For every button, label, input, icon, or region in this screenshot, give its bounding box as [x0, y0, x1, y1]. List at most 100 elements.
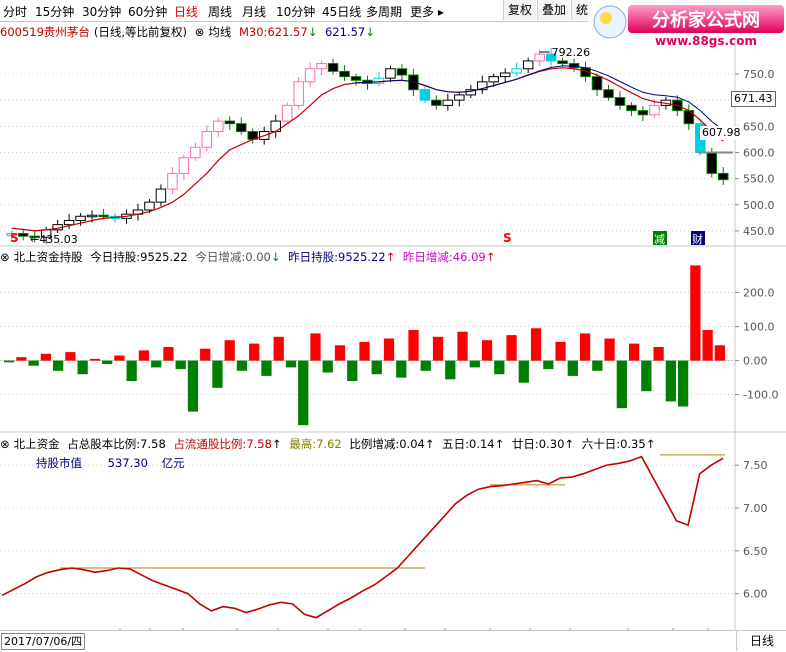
- price-tick-label: 650.0: [743, 120, 775, 133]
- ma-label: 均线: [208, 25, 232, 39]
- fuquan-button[interactable]: 复权: [503, 0, 537, 20]
- today-holding-value: 9525.22: [140, 250, 188, 264]
- holding-bar: [530, 328, 542, 361]
- logo-title: 分析家公式网: [652, 9, 760, 31]
- ratio-tick-label: 6.00: [743, 588, 768, 601]
- panel2-title: 北上资金持股: [13, 250, 83, 264]
- period-tab-5[interactable]: 周线: [208, 5, 233, 19]
- candle-body: [304, 68, 316, 83]
- stats-button[interactable]: 统: [571, 0, 593, 20]
- logo-url: www.88gs.com: [655, 34, 757, 48]
- candle-body: [419, 89, 431, 101]
- holding-bar: [457, 331, 468, 361]
- float-ratio-label: 占流通股比例:: [173, 437, 247, 451]
- period-tab-3[interactable]: 60分钟: [128, 5, 168, 19]
- candle-body: [86, 214, 98, 218]
- d20-value: 0.30: [538, 437, 565, 451]
- holding-bar: [420, 360, 431, 371]
- holding-tick-label: 0.00: [743, 355, 768, 368]
- d20-up-arrow-icon: ↑: [564, 437, 575, 451]
- candle-body: [522, 60, 534, 70]
- panel1-info: 600519贵州茅台 (日线,等比前复权) ⊗ 均线 M30:621.57↓ 621…: [0, 24, 379, 40]
- holding-bar: [126, 360, 137, 381]
- yesterday-up-arrow-icon: ↑: [385, 250, 396, 264]
- holding-bar: [628, 343, 640, 361]
- event-marker: 财: [692, 232, 703, 246]
- holding-bar: [690, 265, 701, 361]
- period-tab-10[interactable]: 更多 ▸: [410, 5, 444, 19]
- holding-bar: [383, 338, 395, 361]
- today-change-value: 0.00: [245, 250, 271, 264]
- holding-bar: [77, 360, 88, 375]
- holding-bar: [592, 360, 603, 371]
- event-marker: 减: [654, 233, 665, 246]
- ma-toggle-icon[interactable]: ⊗: [194, 25, 205, 39]
- ratio-tick-label: 6.50: [743, 545, 768, 558]
- period-tab-2[interactable]: 30分钟: [82, 5, 122, 19]
- candle-body: [511, 68, 522, 74]
- candle-body: [499, 72, 511, 78]
- yesterday-holding-value: 9525.22: [338, 250, 386, 264]
- signal-marker: S: [10, 231, 19, 245]
- period-tab-1[interactable]: 15分钟: [35, 5, 75, 19]
- candle-body: [17, 233, 29, 237]
- holding-bar: [310, 333, 321, 361]
- candle-body: [477, 81, 488, 91]
- ma-value: 621.57: [267, 25, 308, 39]
- holding-tick-label: -100.0: [743, 389, 778, 402]
- holding-bar: [334, 345, 346, 361]
- ma30-line: [11, 67, 724, 232]
- signal-marker: S: [503, 231, 512, 245]
- holding-bar: [273, 336, 284, 361]
- d60-up-arrow-icon: ↑: [645, 437, 656, 451]
- period-tab-8[interactable]: 45日线: [322, 5, 362, 19]
- holding-bar: [40, 353, 52, 361]
- holding-bar: [396, 360, 407, 378]
- high-value: 7.62: [316, 437, 342, 451]
- close-down-arrow-icon: ↓: [365, 25, 375, 39]
- event-marker-box: [653, 231, 667, 245]
- period-tab-6[interactable]: 月线: [242, 5, 267, 19]
- panel2-settings-icon[interactable]: ⊗: [0, 250, 10, 264]
- period-tab-0[interactable]: 分时: [3, 5, 28, 19]
- candle-body: [373, 77, 385, 84]
- price-tick-label: 600.0: [743, 146, 775, 159]
- overlay-button[interactable]: 叠加: [537, 0, 571, 20]
- candle-body: [327, 63, 339, 72]
- holding-bar: [445, 360, 456, 380]
- holding-bar: [555, 341, 566, 361]
- holding-bar: [322, 360, 333, 373]
- holding-bar: [102, 360, 113, 364]
- market-value-line: 持股市值 537.30 亿元: [36, 455, 189, 471]
- holding-bar: [604, 338, 615, 361]
- ma-name: M30:: [239, 25, 268, 39]
- period-tab-4[interactable]: 日线: [174, 5, 199, 19]
- candle-body: [339, 70, 350, 78]
- period-tab-9[interactable]: 多周期: [366, 5, 403, 19]
- candle-body: [201, 131, 213, 148]
- panel3-settings-icon[interactable]: ⊗: [0, 437, 10, 451]
- holding-bar: [200, 348, 211, 361]
- d5-label: 五日:: [442, 437, 470, 451]
- ratio-tick-label: 7.00: [743, 502, 768, 515]
- price-tick-label: 450.0: [743, 225, 775, 238]
- period-tab-7[interactable]: 10分钟: [276, 5, 316, 19]
- candle-body: [626, 104, 637, 112]
- holding-bar: [579, 333, 591, 361]
- candle-body: [431, 99, 442, 106]
- stop-price-label: 607.98: [700, 126, 743, 140]
- holding-tick-label: 200.0: [743, 287, 775, 300]
- period-label[interactable]: 日线: [736, 631, 786, 651]
- ratio-value: 7.58: [140, 437, 166, 451]
- panel2-info: ⊗ 北上资金持股 今日持股:9525.22 今日增减:0.00↓ 昨日持股:952…: [0, 249, 499, 265]
- float-ratio-value: 7.58: [246, 437, 272, 451]
- price-tick-label: 550.0: [743, 173, 775, 186]
- today-down-arrow-icon: ↓: [270, 250, 281, 264]
- close-value: 621.57: [324, 25, 366, 39]
- change-value: 0.04: [399, 437, 425, 451]
- candle-body: [614, 97, 626, 106]
- holding-bar: [28, 360, 39, 366]
- holding-bar: [494, 360, 505, 375]
- yesterday-change-value: 46.09: [452, 250, 486, 264]
